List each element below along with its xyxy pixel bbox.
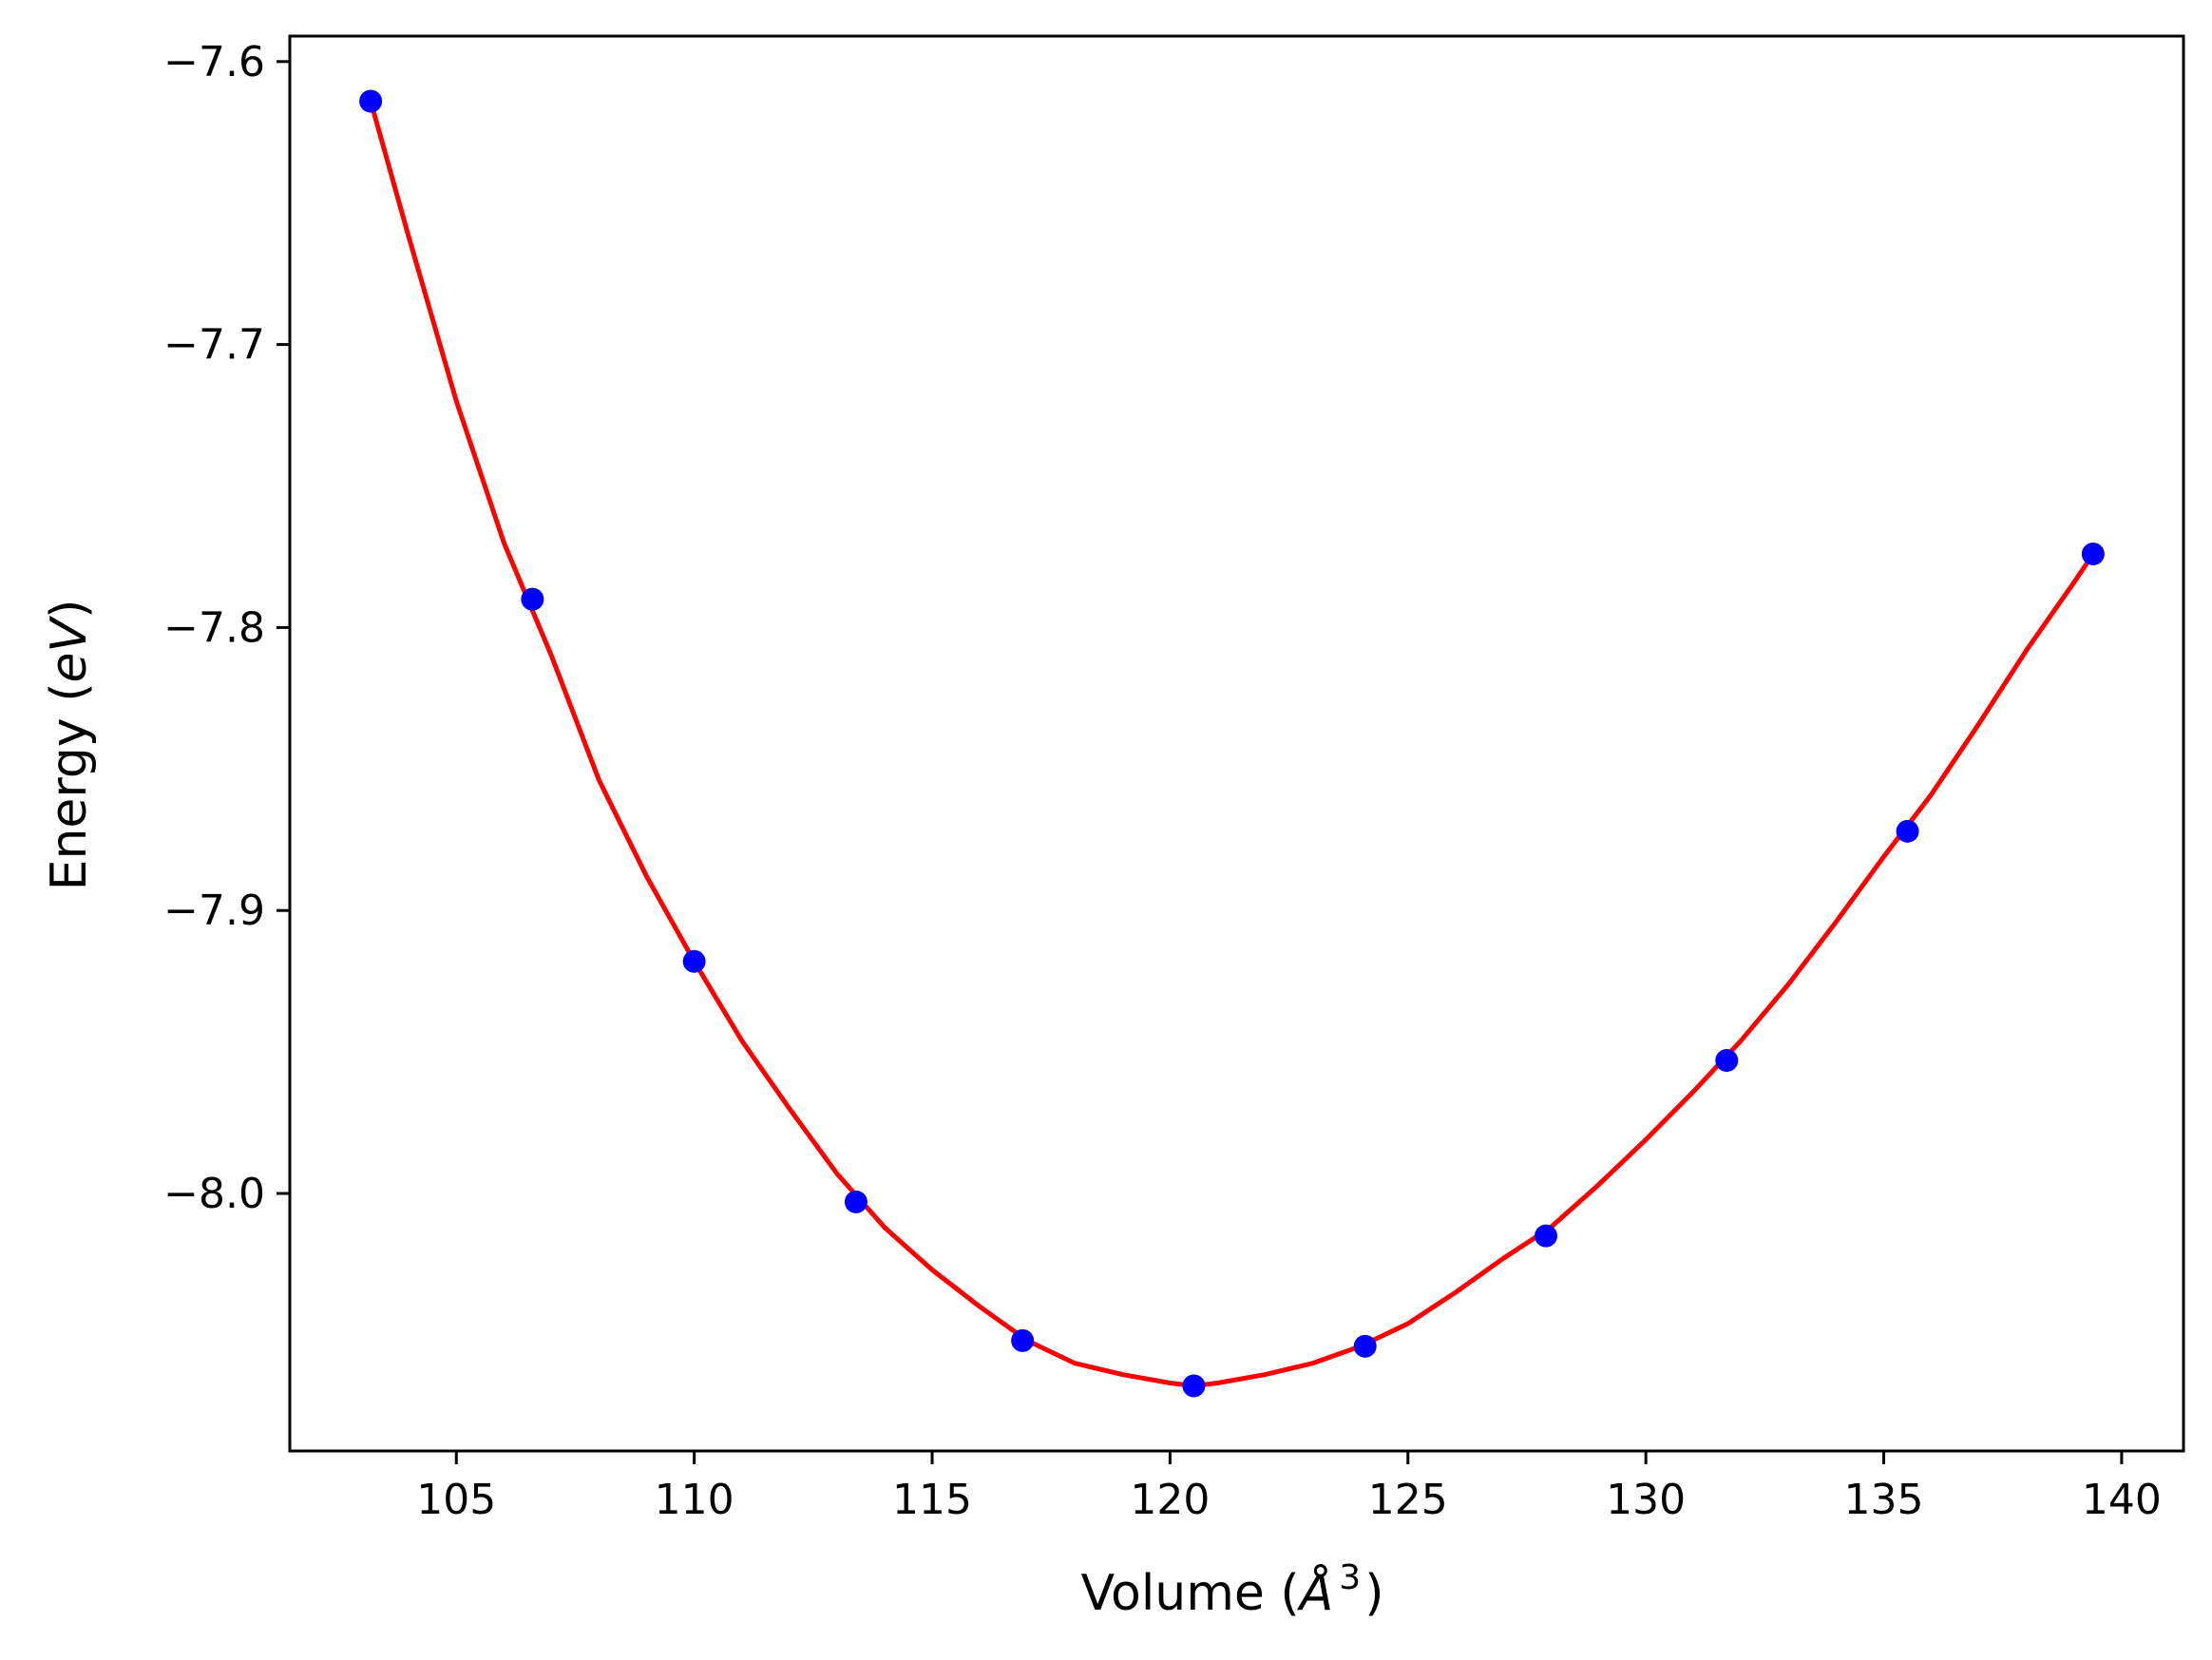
- x-axis-label-unit: Å: [1297, 1563, 1334, 1622]
- fit-curve-line: [368, 99, 2096, 1388]
- x-tick-label: 115: [892, 1476, 972, 1524]
- plot-frame: [288, 34, 2185, 1453]
- x-axis-label: Volume (Å 3): [1081, 1558, 1384, 1622]
- x-tick-label: 130: [1606, 1476, 1686, 1524]
- data-point: [1353, 1334, 1377, 1358]
- y-axis-label-main: Energy (: [41, 683, 98, 891]
- data-point: [844, 1190, 868, 1213]
- data-point: [521, 587, 544, 611]
- y-tick-label: −7.9: [163, 887, 265, 935]
- data-point: [1534, 1224, 1557, 1248]
- y-axis-ticks: −7.6 −7.7 −7.8 −7.9 −8.0: [163, 38, 290, 1218]
- data-point: [1715, 1049, 1739, 1073]
- data-point: [2081, 542, 2105, 565]
- data-point: [682, 949, 706, 973]
- x-axis-label-main: Volume (: [1081, 1565, 1300, 1622]
- y-tick-label: −7.7: [163, 321, 265, 370]
- x-axis-label-exponent: 3: [1339, 1558, 1361, 1597]
- y-axis-label: Energy (eV): [41, 600, 98, 891]
- x-axis-label-close: ): [1364, 1565, 1383, 1622]
- x-axis-ticks: 105 110 115 120 125 130 135 140: [416, 1451, 2162, 1524]
- y-tick-label: −8.0: [163, 1170, 265, 1218]
- y-axis-label-close: ): [41, 600, 98, 619]
- data-point: [1182, 1374, 1206, 1398]
- x-tick-label: 120: [1130, 1476, 1210, 1524]
- x-tick-label: 110: [655, 1476, 734, 1524]
- data-point: [1896, 819, 1919, 843]
- x-tick-label: 140: [2082, 1476, 2162, 1524]
- x-tick-label: 135: [1844, 1476, 1924, 1524]
- y-tick-label: −7.6: [163, 38, 265, 86]
- y-axis-label-unit: eV: [41, 616, 98, 683]
- x-tick-label: 105: [416, 1476, 496, 1524]
- data-point: [359, 89, 383, 113]
- data-point: [1011, 1328, 1035, 1352]
- plot-content: [359, 89, 2105, 1398]
- y-tick-label: −7.8: [163, 603, 265, 652]
- x-tick-label: 125: [1368, 1476, 1448, 1524]
